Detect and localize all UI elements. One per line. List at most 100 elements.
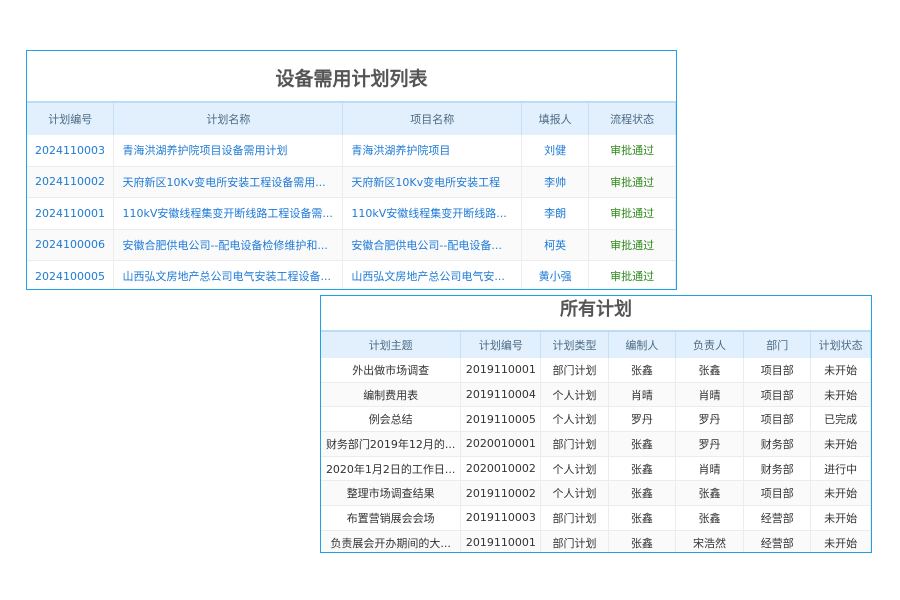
table-cell: 进行中 (810, 456, 871, 482)
panel-title: 设备需用计划列表 (275, 68, 428, 90)
table-cell: 张鑫 (675, 358, 745, 383)
table-cell[interactable]: 2024100006 (27, 229, 115, 261)
table-row[interactable]: 2024100006 安徽合肥供电公司--配电设备检修维护和... 安徽合肥供电公司… (27, 229, 676, 261)
table-cell: 2019110002 (460, 480, 542, 507)
table-cell[interactable]: 2024110001 (27, 197, 115, 230)
table-cell[interactable]: 110kV安徽线程集变开断线路工程设备需... (113, 197, 344, 230)
column-header[interactable]: 计划编号 (460, 330, 542, 358)
table-cell: 未开始 (810, 358, 871, 383)
column-header[interactable]: 计划类型 (540, 330, 609, 358)
table-cell[interactable]: 安徽合肥供电公司--配电设备检修维护和... (113, 229, 344, 261)
table-cell: 刘健 (521, 135, 590, 167)
table-cell: 部门计划 (540, 505, 609, 531)
table-cell: 张鑫 (608, 505, 676, 531)
table-cell[interactable]: 110kV安徽线程集变开断线路... (342, 197, 523, 230)
table-row[interactable]: 2024110003 青海洪湖养护院项目设备需用计划 青海洪湖养护院项目 刘健 审批通过 (27, 135, 676, 167)
table-cell: 布置营销展会会场 (321, 505, 462, 531)
table-cell: 财务部 (743, 431, 812, 457)
table-cell: 2019110005 (460, 406, 542, 433)
table-cell[interactable]: 天府新区10Kv变电所安装工程设备需用... (113, 166, 344, 198)
table-cell: 审批通过 (588, 260, 676, 289)
table-cell: 2019110001 (460, 530, 542, 552)
table-cell[interactable]: 山西弘文房地产总公司电气安... (342, 260, 523, 289)
table-cell: 审批通过 (588, 229, 676, 261)
table-row[interactable]: 财务部门2019年12月的... 2020010001 部门计划 张鑫 罗丹 财务部 未开始 (321, 431, 871, 457)
table-row[interactable]: 2020年1月2日的工作日... 2020010002 个人计划 张鑫 肖晴 财务部 进行中 (321, 456, 871, 482)
all-plans-panel: 所有计划 计划主题 计划编号 计划类型 编制人 负责人 部门 计划状态 外出做市场调查 201… (320, 295, 872, 553)
table-cell: 2020010001 (460, 431, 542, 457)
column-header[interactable]: 填报人 (521, 101, 590, 135)
table-cell: 2019110003 (460, 505, 542, 531)
table-row[interactable]: 整理市场调查结果 2019110002 个人计划 张鑫 张鑫 项目部 未开始 (321, 480, 871, 507)
table-cell[interactable]: 青海洪湖养护院项目 (342, 135, 523, 167)
table-cell: 外出做市场调查 (321, 358, 462, 383)
column-header[interactable]: 部门 (743, 330, 812, 358)
table-cell: 审批通过 (588, 135, 676, 167)
table-row[interactable]: 例会总结 2019110005 个人计划 罗丹 罗丹 项目部 已完成 (321, 406, 871, 433)
table-cell: 柯英 (521, 229, 590, 261)
table-cell: 项目部 (743, 382, 812, 408)
table-cell: 整理市场调查结果 (321, 480, 462, 507)
table-row[interactable]: 编制费用表 2019110004 个人计划 肖晴 肖晴 项目部 未开始 (321, 382, 871, 408)
table-cell: 张鑫 (608, 530, 676, 552)
table-cell: 个人计划 (540, 406, 609, 433)
table-cell[interactable]: 山西弘文房地产总公司电气安装工程设备... (113, 260, 344, 289)
table-cell: 2020010002 (460, 456, 542, 482)
table-cell[interactable]: 2024110003 (27, 135, 115, 167)
table-cell: 财务部门2019年12月的... (321, 431, 462, 457)
table-row[interactable]: 负责展会开办期间的大... 2019110001 部门计划 张鑫 宋浩然 经营部 未开始 (321, 530, 871, 552)
table-row[interactable]: 布置营销展会会场 2019110003 部门计划 张鑫 张鑫 经营部 未开始 (321, 505, 871, 531)
table-cell: 个人计划 (540, 480, 609, 507)
table-cell[interactable]: 2024100005 (27, 260, 115, 289)
table-cell: 审批通过 (588, 166, 676, 198)
column-header[interactable]: 负责人 (675, 330, 745, 358)
table-cell: 肖晴 (675, 456, 745, 482)
table-cell[interactable]: 青海洪湖养护院项目设备需用计划 (113, 135, 344, 167)
table-cell: 张鑫 (608, 358, 676, 383)
table-cell: 张鑫 (675, 505, 745, 531)
column-header[interactable]: 计划名称 (113, 101, 344, 135)
table-cell: 个人计划 (540, 382, 609, 408)
table-cell[interactable]: 2024110002 (27, 166, 115, 198)
table-cell: 未开始 (810, 505, 871, 531)
table-cell: 张鑫 (675, 480, 745, 507)
table-cell: 经营部 (743, 505, 812, 531)
column-header[interactable]: 计划状态 (810, 330, 871, 358)
table-cell: 2020年1月2日的工作日... (321, 456, 462, 482)
table-cell: 审批通过 (588, 197, 676, 230)
table-cell: 编制费用表 (321, 382, 462, 408)
table-cell: 未开始 (810, 431, 871, 457)
table-row[interactable]: 外出做市场调查 2019110001 部门计划 张鑫 张鑫 项目部 未开始 (321, 358, 871, 383)
table-cell: 肖晴 (608, 382, 676, 408)
table-cell: 张鑫 (608, 480, 676, 507)
table-row[interactable]: 2024110001 110kV安徽线程集变开断线路工程设备需... 110kV安徽… (27, 197, 676, 230)
table-row[interactable]: 2024110002 天府新区10Kv变电所安装工程设备需用... 天府新区10Kv… (27, 166, 676, 198)
all-plans-table: 计划主题 计划编号 计划类型 编制人 负责人 部门 计划状态 外出做市场调查 20191100… (321, 330, 871, 552)
column-header[interactable]: 流程状态 (588, 101, 676, 135)
table-cell: 李朗 (521, 197, 590, 230)
table-cell: 李帅 (521, 166, 590, 198)
table-cell: 未开始 (810, 530, 871, 552)
table-cell: 罗丹 (675, 406, 745, 433)
table-cell[interactable]: 天府新区10Kv变电所安装工程 (342, 166, 523, 198)
table-cell: 个人计划 (540, 456, 609, 482)
table-cell: 财务部 (743, 456, 812, 482)
table-cell[interactable]: 安徽合肥供电公司--配电设备... (342, 229, 523, 261)
table-cell: 负责展会开办期间的大... (321, 530, 462, 552)
table-cell: 未开始 (810, 382, 871, 408)
table-row[interactable]: 2024100005 山西弘文房地产总公司电气安装工程设备... 山西弘文房地产总公… (27, 260, 676, 289)
table-cell: 项目部 (743, 358, 812, 383)
demand-plan-panel: 设备需用计划列表 计划编号 计划名称 项目名称 填报人 流程状态 2024110003 青… (26, 50, 677, 290)
panel-title: 所有计划 (560, 299, 632, 320)
demand-plan-table: 计划编号 计划名称 项目名称 填报人 流程状态 2024110003 青海洪湖养护院项目设… (27, 101, 676, 289)
table-cell: 部门计划 (540, 358, 609, 383)
table-cell: 张鑫 (608, 456, 676, 482)
column-header[interactable]: 计划主题 (321, 330, 462, 358)
table-cell: 张鑫 (608, 431, 676, 457)
column-header[interactable]: 项目名称 (342, 101, 523, 135)
column-header[interactable]: 编制人 (608, 330, 676, 358)
table-cell: 项目部 (743, 480, 812, 507)
table-cell: 例会总结 (321, 406, 462, 433)
table-cell: 项目部 (743, 406, 812, 433)
column-header[interactable]: 计划编号 (27, 101, 115, 135)
